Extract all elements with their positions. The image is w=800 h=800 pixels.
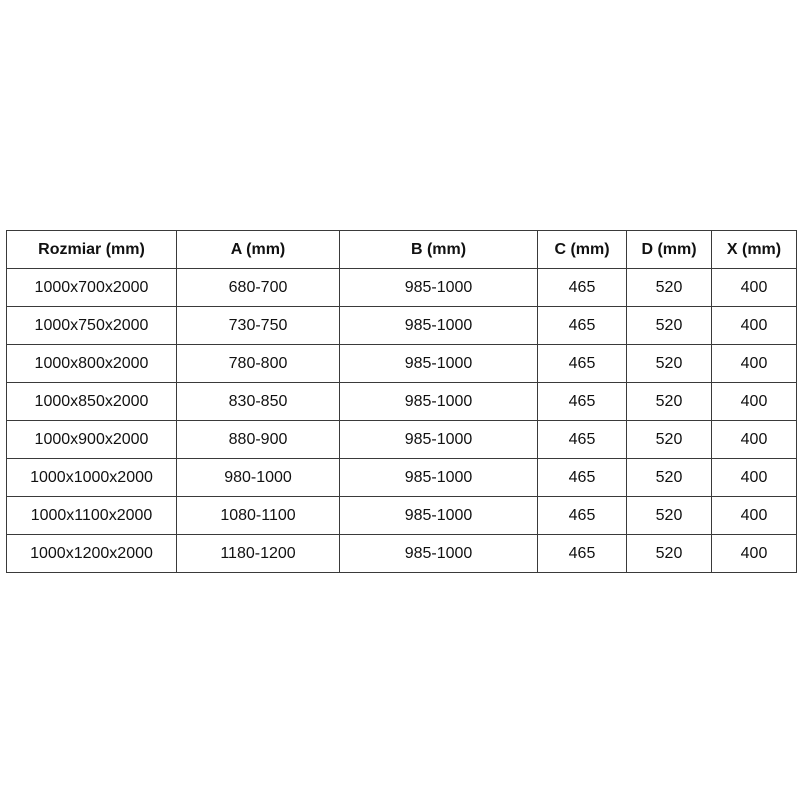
cell-b: 985-1000 [339,306,538,345]
cell-c: 465 [537,344,627,383]
cell-c: 465 [537,534,627,573]
cell-a: 830-850 [176,382,340,421]
cell-b: 985-1000 [339,344,538,383]
cell-a: 730-750 [176,306,340,345]
cell-c: 465 [537,268,627,307]
cell-a: 880-900 [176,420,340,459]
cell-size: 1000x850x2000 [6,382,177,421]
cell-size: 1000x800x2000 [6,344,177,383]
cell-x: 400 [711,496,797,535]
cell-b: 985-1000 [339,496,538,535]
cell-a: 680-700 [176,268,340,307]
column-header-size: Rozmiar (mm) [6,230,177,269]
table-row: 1000x1100x2000 1080-1100 985-1000 465 520 400 [6,496,797,535]
cell-d: 520 [626,458,712,497]
cell-d: 520 [626,496,712,535]
cell-b: 985-1000 [339,458,538,497]
cell-a: 980-1000 [176,458,340,497]
table-row: 1000x900x2000 880-900 985-1000 465 520 400 [6,420,797,459]
table-body: 1000x700x2000 680-700 985-1000 465 520 400 100… [6,268,797,573]
cell-a: 780-800 [176,344,340,383]
cell-x: 400 [711,344,797,383]
cell-size: 1000x700x2000 [6,268,177,307]
cell-c: 465 [537,458,627,497]
dimensions-table: Rozmiar (mm) A (mm) B (mm) C (mm) D (mm) X (m… [6,230,797,573]
cell-x: 400 [711,458,797,497]
cell-b: 985-1000 [339,382,538,421]
cell-c: 465 [537,306,627,345]
cell-d: 520 [626,344,712,383]
table-row: 1000x800x2000 780-800 985-1000 465 520 400 [6,344,797,383]
column-header-d: D (mm) [626,230,712,269]
cell-c: 465 [537,420,627,459]
cell-d: 520 [626,534,712,573]
cell-d: 520 [626,420,712,459]
cell-x: 400 [711,534,797,573]
cell-size: 1000x1200x2000 [6,534,177,573]
column-header-b: B (mm) [339,230,538,269]
cell-b: 985-1000 [339,534,538,573]
cell-x: 400 [711,268,797,307]
table-row: 1000x1000x2000 980-1000 985-1000 465 520 400 [6,458,797,497]
cell-size: 1000x1000x2000 [6,458,177,497]
cell-b: 985-1000 [339,268,538,307]
cell-d: 520 [626,306,712,345]
cell-a: 1080-1100 [176,496,340,535]
table-row: 1000x850x2000 830-850 985-1000 465 520 400 [6,382,797,421]
cell-size: 1000x1100x2000 [6,496,177,535]
cell-d: 520 [626,268,712,307]
cell-size: 1000x900x2000 [6,420,177,459]
cell-c: 465 [537,382,627,421]
cell-x: 400 [711,382,797,421]
column-header-x: X (mm) [711,230,797,269]
cell-x: 400 [711,306,797,345]
cell-c: 465 [537,496,627,535]
cell-b: 985-1000 [339,420,538,459]
column-header-c: C (mm) [537,230,627,269]
cell-a: 1180-1200 [176,534,340,573]
cell-d: 520 [626,382,712,421]
column-header-a: A (mm) [176,230,340,269]
table-row: 1000x700x2000 680-700 985-1000 465 520 400 [6,268,797,307]
table-header-row: Rozmiar (mm) A (mm) B (mm) C (mm) D (mm) X (m… [6,230,797,269]
cell-size: 1000x750x2000 [6,306,177,345]
table-row: 1000x750x2000 730-750 985-1000 465 520 400 [6,306,797,345]
cell-x: 400 [711,420,797,459]
table-row: 1000x1200x2000 1180-1200 985-1000 465 520 400 [6,534,797,573]
